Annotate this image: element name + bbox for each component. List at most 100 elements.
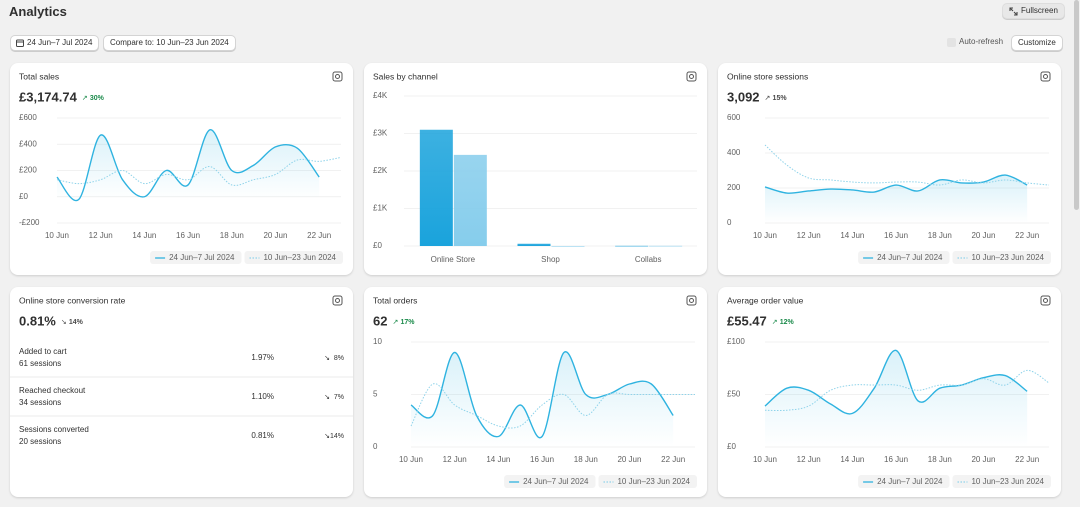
icon-lens [335,298,340,303]
icon-frame [332,295,343,306]
legend-label: 24 Jun–7 Jul 2024 [169,253,235,262]
series-line [764,369,1050,412]
series-line [56,156,342,186]
scrollbar [1074,0,1079,210]
x-tick-label: 10 Jun [399,455,423,464]
legend-label: 10 Jun–23 Jun 2024 [263,253,336,262]
legend-item[interactable]: 24 Jun–7 Jul 2024 [504,475,596,488]
legend-bg [150,251,242,264]
x-tick-label: 12 Jun [797,455,821,464]
y-tick-label: 200 [727,183,741,192]
x-tick-label: 10 Jun [45,231,69,240]
card: Online store sessions 3,092 ↗ 15% 0 200 400 600… [718,63,1061,275]
x-tick-label: 10 Jun [753,455,777,464]
explore-icon[interactable] [1040,295,1051,306]
fullscreen-button[interactable]: Fullscreen [1002,3,1065,19]
kpi-change: 14% [69,319,84,326]
legend-bg [858,475,950,488]
button-label: Customize [1018,38,1056,47]
series-line [764,349,1028,415]
row-label: Added to cart [19,347,67,356]
card-canvas: Average order value £55.47 ↗ 12% £0 £50 £100 10… [727,295,1051,488]
x-tick-label: 20 Jun [971,231,995,240]
explore-icon[interactable] [332,295,343,306]
bar [419,129,453,246]
y-tick-label: 0 [373,442,378,451]
legend-item[interactable]: 10 Jun–23 Jun 2024 [598,475,697,488]
row-sessions: 20 sessions [19,437,61,446]
card-title: Sales by channel [373,71,438,81]
compare-button[interactable]: Compare to: 10 Jun–23 Jun 2024 [103,35,236,51]
customize-button[interactable]: Customize [1011,35,1063,51]
y-tick-label: £0 [373,241,382,250]
bar [453,154,487,246]
icon-frame [332,71,343,82]
y-tick-label: £400 [19,139,37,148]
x-tick-label: 16 Jun [884,455,908,464]
trend-arrow: ↗ [765,95,771,102]
trend-arrow: ↘ [324,394,330,401]
legend-item[interactable]: 10 Jun–23 Jun 2024 [952,475,1051,488]
legend-item[interactable]: 24 Jun–7 Jul 2024 [858,475,950,488]
x-tick-label: 10 Jun [753,231,777,240]
legend-item[interactable]: 10 Jun–23 Jun 2024 [952,251,1051,264]
y-tick-label: 600 [727,113,741,122]
x-tick-label: 12 Jun [443,455,467,464]
explore-icon[interactable] [686,295,697,306]
kpi-value: 62 [373,313,387,328]
card-canvas: Sales by channel £0 £1K £2K £3K £4K Online Sto… [373,71,697,264]
legend-label: 10 Jun–23 Jun 2024 [971,253,1044,262]
x-tick-label: Collabs [635,255,662,264]
bar [615,245,649,247]
card-title: Total sales [19,71,59,81]
y-tick-label: 10 [373,337,382,346]
x-tick-label: 22 Jun [1015,455,1039,464]
x-tick-label: 12 Jun [797,231,821,240]
x-tick-label: 22 Jun [661,455,685,464]
series-line [410,351,674,439]
x-tick-label: 14 Jun [486,455,510,464]
card: Total orders 62 ↗ 17% 0 5 10 10 Jun 12 Jun 14 Jun… [364,287,707,497]
card-canvas: Total sales £3,174.74 ↗ 30% -£200 £0 £200 £400 £… [19,71,343,264]
x-tick-label: Shop [541,255,560,264]
auto-refresh-checkbox[interactable] [947,38,956,47]
x-tick-label: 14 Jun [840,231,864,240]
legend-label: 10 Jun–23 Jun 2024 [617,477,690,486]
kpi-change: 30% [90,95,105,102]
row-change: 7% [334,394,344,401]
kpi-value: £55.47 [727,313,767,328]
button-label: Fullscreen [1021,6,1058,15]
date-range-button[interactable]: 24 Jun–7 Jul 2024 [10,35,100,51]
explore-icon[interactable] [332,71,343,82]
series-area [765,175,1028,223]
row-sessions: 61 sessions [19,359,61,368]
card: Online store conversion rate 0.81% ↘ 14% Add… [10,287,353,497]
card-title: Average order value [727,295,804,305]
x-tick-label: 22 Jun [1015,231,1039,240]
explore-icon[interactable] [686,71,697,82]
series-line [764,144,1050,186]
x-tick-label: 12 Jun [89,231,113,240]
y-tick-label: 5 [373,390,378,399]
legend-bg [504,475,596,488]
legend-item[interactable]: 24 Jun–7 Jul 2024 [858,251,950,264]
explore-icon[interactable] [1040,71,1051,82]
y-tick-label: 400 [727,148,741,157]
row-rate: 1.97% [251,353,274,362]
icon-lens [1043,74,1048,79]
x-tick-label: 14 Jun [840,455,864,464]
kpi-change: 15% [773,95,788,102]
card-canvas: Online store sessions 3,092 ↗ 15% 0 200 400 600… [727,71,1051,264]
icon-frame [686,295,697,306]
x-tick-label: 22 Jun [307,231,331,240]
card-title: Online store conversion rate [19,295,126,305]
calendar-icon [16,39,24,47]
legend-item[interactable]: 24 Jun–7 Jul 2024 [150,251,242,264]
x-tick-label: 16 Jun [530,455,554,464]
trend-arrow: ↘ [324,433,330,440]
legend-item[interactable]: 10 Jun–23 Jun 2024 [244,251,343,264]
icon-frame [1040,295,1051,306]
bar [517,243,551,246]
x-tick-label: 20 Jun [971,455,995,464]
